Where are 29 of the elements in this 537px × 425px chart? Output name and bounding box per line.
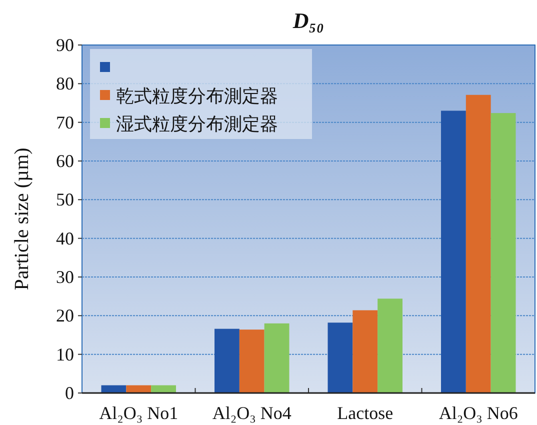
y-tick-label: 60 [56, 151, 74, 171]
bar [239, 330, 264, 393]
bar [466, 94, 491, 393]
bar [214, 328, 240, 393]
y-tick-label: 40 [56, 228, 74, 248]
y-tick-label: 70 [56, 112, 74, 132]
y-axis-title: Particle size (µm) [11, 148, 33, 290]
y-tick-label: 80 [56, 74, 74, 94]
bar [264, 323, 290, 393]
y-tick-label: 0 [65, 383, 74, 403]
x-tick-label: Lactose [337, 403, 394, 423]
y-tick-label: 50 [56, 190, 74, 210]
y-tick-label: 90 [56, 35, 74, 55]
bar [151, 385, 176, 393]
legend-label: 湿式粒度分布測定器 [116, 114, 278, 135]
bar [378, 298, 402, 393]
legend-label: 乾式粒度分布測定器 [116, 86, 278, 107]
bar [441, 110, 466, 393]
y-tick-label: 20 [56, 306, 74, 326]
bar [352, 310, 378, 393]
x-tick-label: Al₂O₃ No1 [99, 403, 178, 423]
bar [126, 385, 152, 393]
x-tick-label: Al₂O₃ No4 [212, 403, 292, 423]
y-tick-label: 10 [56, 344, 74, 364]
chart-title: D₅₀ [292, 8, 324, 33]
bar [328, 322, 353, 393]
bar [490, 113, 516, 393]
y-tick-label: 30 [56, 267, 74, 287]
x-tick-label: Al₂O₃ No6 [438, 403, 518, 423]
